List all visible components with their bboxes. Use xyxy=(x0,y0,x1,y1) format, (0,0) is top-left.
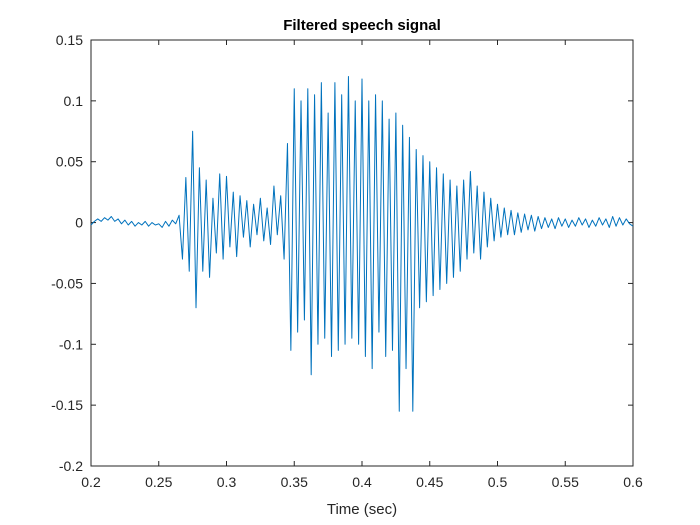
y-tick-label: -0.1 xyxy=(59,336,83,352)
y-tick-label: -0.05 xyxy=(51,275,83,291)
x-tick-label: 0.55 xyxy=(552,474,579,490)
x-tick-label: 0.35 xyxy=(281,474,308,490)
y-tick-label: 0 xyxy=(75,215,83,231)
signal-line xyxy=(90,76,634,412)
x-tick-label: 0.4 xyxy=(352,474,372,490)
x-tick-label: 0.2 xyxy=(81,474,101,490)
chart-title: Filtered speech signal xyxy=(283,17,441,34)
y-tick-label: 0.05 xyxy=(56,154,83,170)
y-tick-label: -0.2 xyxy=(59,458,83,474)
y-tick-label: 0.15 xyxy=(56,32,83,48)
y-tick-label: -0.15 xyxy=(51,397,83,413)
x-tick-label: 0.45 xyxy=(416,474,443,490)
x-tick-label: 0.6 xyxy=(623,474,643,490)
x-tick-label: 0.25 xyxy=(145,474,172,490)
x-axis-label: Time (sec) xyxy=(327,501,397,518)
y-tick-label: 0.1 xyxy=(64,93,84,109)
x-tick-label: 0.5 xyxy=(488,474,508,490)
x-tick-label: 0.3 xyxy=(217,474,237,490)
